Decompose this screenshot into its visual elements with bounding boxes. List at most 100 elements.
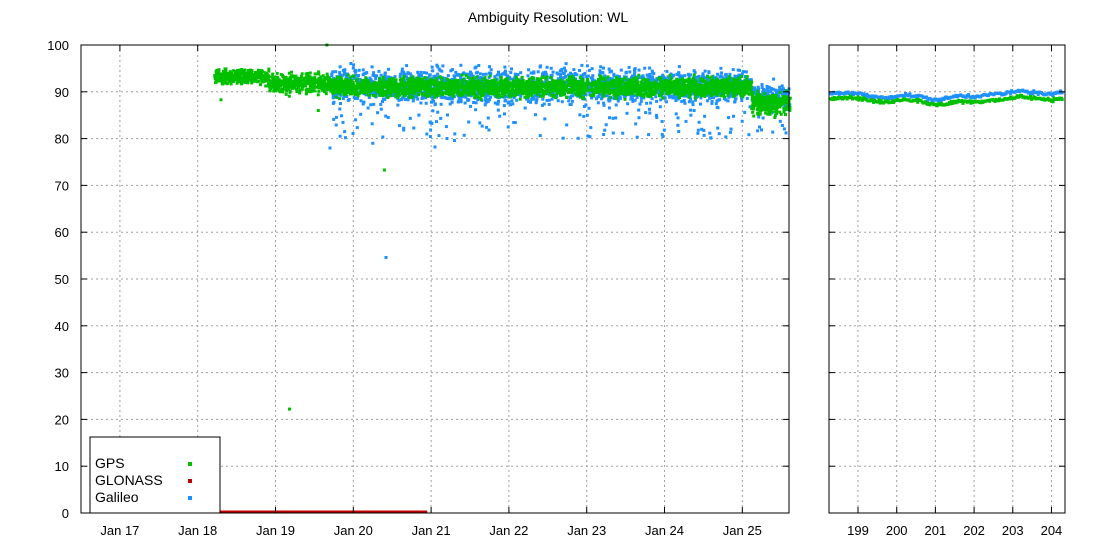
point-galileo <box>647 133 651 137</box>
point-galileo <box>506 125 510 129</box>
point-galileo <box>358 78 362 81</box>
point-galileo <box>623 94 627 98</box>
point-gps <box>411 75 415 79</box>
point-gps <box>558 83 562 87</box>
point-galileo <box>767 86 771 90</box>
point-galileo <box>654 95 658 99</box>
point-galileo <box>603 128 607 132</box>
point-galileo <box>578 69 581 72</box>
point-galileo <box>487 128 491 132</box>
point-gps <box>223 67 227 71</box>
point-galileo <box>691 92 695 96</box>
point-gps <box>475 87 479 90</box>
point-gps <box>452 84 456 88</box>
point-galileo <box>428 135 432 139</box>
outlier-point-galileo <box>453 139 456 142</box>
point-gps <box>633 79 637 82</box>
point-galileo <box>481 76 485 80</box>
point-galileo <box>686 72 690 76</box>
point-galileo <box>602 103 606 107</box>
point-galileo <box>629 94 633 98</box>
point-gps <box>705 92 708 96</box>
point-galileo <box>560 69 564 73</box>
point-galileo <box>513 121 517 125</box>
point-gps <box>264 84 268 88</box>
point-gps <box>424 90 428 94</box>
point-galileo <box>489 95 493 99</box>
point-galileo <box>650 69 654 73</box>
point-gps <box>476 89 480 93</box>
point-gps <box>506 80 509 84</box>
point-gps <box>314 78 318 82</box>
point-galileo <box>341 68 345 72</box>
point-gps <box>353 91 356 95</box>
point-gps <box>506 87 510 91</box>
point-gps <box>406 78 410 82</box>
point-galileo <box>485 125 489 129</box>
point-gps <box>527 93 530 97</box>
point-gps <box>298 91 302 95</box>
point-gps <box>276 76 280 80</box>
point-gps <box>304 84 308 88</box>
point-galileo <box>479 76 483 80</box>
point-galileo <box>603 74 607 78</box>
point-gps <box>749 82 753 86</box>
point-galileo <box>658 105 662 109</box>
point-galileo <box>562 72 566 75</box>
point-gps <box>587 81 591 85</box>
point-galileo <box>756 85 760 89</box>
point-galileo <box>752 89 756 93</box>
point-gps <box>391 77 395 80</box>
point-galileo <box>561 136 565 140</box>
point-gps <box>680 85 684 89</box>
point-galileo <box>542 102 546 106</box>
point-gps <box>489 88 493 92</box>
point-galileo <box>529 100 532 104</box>
point-galileo <box>570 99 574 103</box>
point-galileo <box>578 113 582 117</box>
point-galileo <box>589 76 593 80</box>
point-galileo <box>428 73 431 77</box>
point-galileo <box>450 68 454 72</box>
point-galileo <box>637 116 641 120</box>
point-gps <box>366 84 370 88</box>
point-gps <box>434 77 438 81</box>
point-galileo <box>781 89 785 92</box>
point-gps <box>356 94 360 98</box>
point-galileo <box>657 88 661 92</box>
point-gps <box>730 85 734 89</box>
point-gps <box>309 90 313 94</box>
point-galileo <box>585 113 589 117</box>
point-galileo <box>612 86 616 90</box>
point-galileo <box>454 70 458 74</box>
point-galileo <box>699 102 702 106</box>
point-galileo <box>503 65 507 69</box>
point-gps <box>268 79 272 83</box>
point-galileo <box>556 99 560 103</box>
point-gps <box>590 86 594 89</box>
point-galileo <box>714 102 718 106</box>
point-gps <box>300 87 304 91</box>
point-gps <box>261 77 265 81</box>
point-galileo <box>692 109 696 112</box>
point-galileo <box>726 99 730 103</box>
point-gps <box>519 82 523 86</box>
point-gps <box>320 86 323 90</box>
point-gps <box>301 82 305 86</box>
point-gps <box>711 79 715 83</box>
point-gps <box>476 81 480 85</box>
point-galileo <box>567 99 571 103</box>
point-galileo <box>361 68 365 72</box>
point-galileo <box>772 77 776 81</box>
point-galileo <box>430 65 434 69</box>
point-galileo <box>574 77 577 81</box>
point-gps <box>585 80 589 84</box>
point-gps <box>216 78 220 82</box>
point-gps <box>600 89 603 93</box>
point-galileo <box>362 100 366 104</box>
point-gps <box>642 89 646 92</box>
point-gps <box>321 74 325 78</box>
point-galileo <box>760 83 764 86</box>
point-galileo <box>648 107 651 111</box>
